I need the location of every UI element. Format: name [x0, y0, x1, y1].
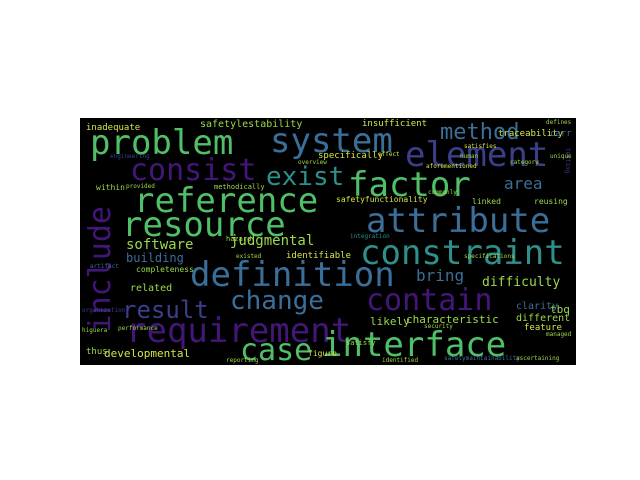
word-satisfy: satisfy: [346, 339, 376, 347]
word-bring: bring: [416, 266, 465, 285]
word-higuera: higuera: [82, 327, 108, 334]
word-change: change: [230, 286, 324, 316]
word-method: method: [440, 120, 520, 145]
word-specifications: specifications: [464, 253, 515, 260]
word-performance: performance: [118, 325, 158, 332]
word-engineering: engineering: [110, 153, 150, 160]
word-commonly: commonly: [428, 189, 457, 196]
word-clarity: clarity: [516, 301, 559, 312]
word-reporting: reporting: [226, 357, 259, 364]
word-result: result: [122, 296, 209, 324]
word-safetyfunctionality: safetyfunctionality: [336, 195, 428, 204]
word-system: system: [270, 121, 393, 161]
word-identified: identified: [382, 357, 419, 364]
word-ascertaining: ascertaining: [516, 355, 560, 362]
word-consist: consist: [130, 153, 257, 188]
word-thus: thus: [86, 347, 108, 357]
word-different: different: [516, 313, 571, 324]
word-figure: figure: [308, 349, 337, 358]
word-software: software: [126, 237, 194, 253]
word-existed: existed: [236, 253, 262, 260]
word-attribute: attribute: [366, 201, 551, 241]
word-factor: factor: [348, 165, 471, 205]
word-feature: feature: [524, 323, 562, 333]
word-safetymaintainability: safetymaintainability: [444, 355, 520, 362]
word-satisfies: satisfies: [464, 143, 497, 150]
word-category: category: [510, 159, 539, 166]
word-building: building: [126, 251, 184, 265]
word-exist: exist: [266, 162, 345, 192]
word-judgmental: judgmental: [230, 233, 315, 249]
word-cloud: problem system element consist exist fac…: [80, 118, 576, 365]
word-requirement: requirement: [126, 311, 352, 351]
word-developmental: developmental: [104, 347, 191, 360]
word-unique: unique: [550, 153, 572, 160]
word-aforementioned: aforementioned: [426, 163, 477, 170]
word-safetylestability: safetylestability: [200, 119, 303, 130]
word-area: area: [504, 174, 543, 193]
word-artifact: artifact: [90, 263, 119, 270]
word-difficulty: difficulty: [482, 275, 561, 290]
word-traceability: traceability: [498, 129, 564, 139]
word-within: within: [96, 183, 125, 192]
word-provided: provided: [126, 183, 155, 190]
word-reusing: reusing: [534, 197, 568, 206]
word-security: security: [424, 323, 453, 330]
word-related: related: [130, 283, 173, 294]
word-carr: carr: [550, 129, 572, 139]
word-constraint: constraint: [360, 233, 565, 273]
word-inadequate: inadequate: [86, 123, 141, 133]
word-defines: defines: [546, 119, 572, 126]
word-interface: interface: [322, 325, 507, 365]
word-linked: linked: [472, 197, 501, 206]
word-hazard: hazard: [226, 235, 252, 243]
word-identifiable: identifiable: [286, 251, 352, 261]
word-organization: organization: [82, 307, 126, 314]
word-likely: likely: [370, 315, 410, 328]
word-reference: reference: [134, 181, 319, 221]
word-completeness: completeness: [136, 265, 194, 274]
word-managed: managed: [546, 331, 572, 338]
word-testing: testing: [564, 148, 571, 174]
word-effect: effect: [378, 151, 400, 158]
word-integration: integration: [350, 233, 390, 240]
word-tbq: tbq: [550, 303, 570, 316]
word-definition: definition: [190, 255, 395, 295]
word-case: case: [240, 333, 313, 366]
word-contain: contain: [366, 283, 493, 318]
word-specifically: specifically: [318, 151, 384, 161]
word-element: element: [405, 135, 549, 175]
word-human: human: [460, 153, 479, 160]
word-insufficient: insufficient: [362, 119, 428, 129]
word-resource: resource: [122, 205, 286, 245]
word-overview: overview: [298, 159, 327, 166]
word-methodically: methodically: [214, 183, 265, 191]
word-problem: problem: [90, 123, 234, 163]
word-characteristic: characteristic: [406, 313, 499, 326]
